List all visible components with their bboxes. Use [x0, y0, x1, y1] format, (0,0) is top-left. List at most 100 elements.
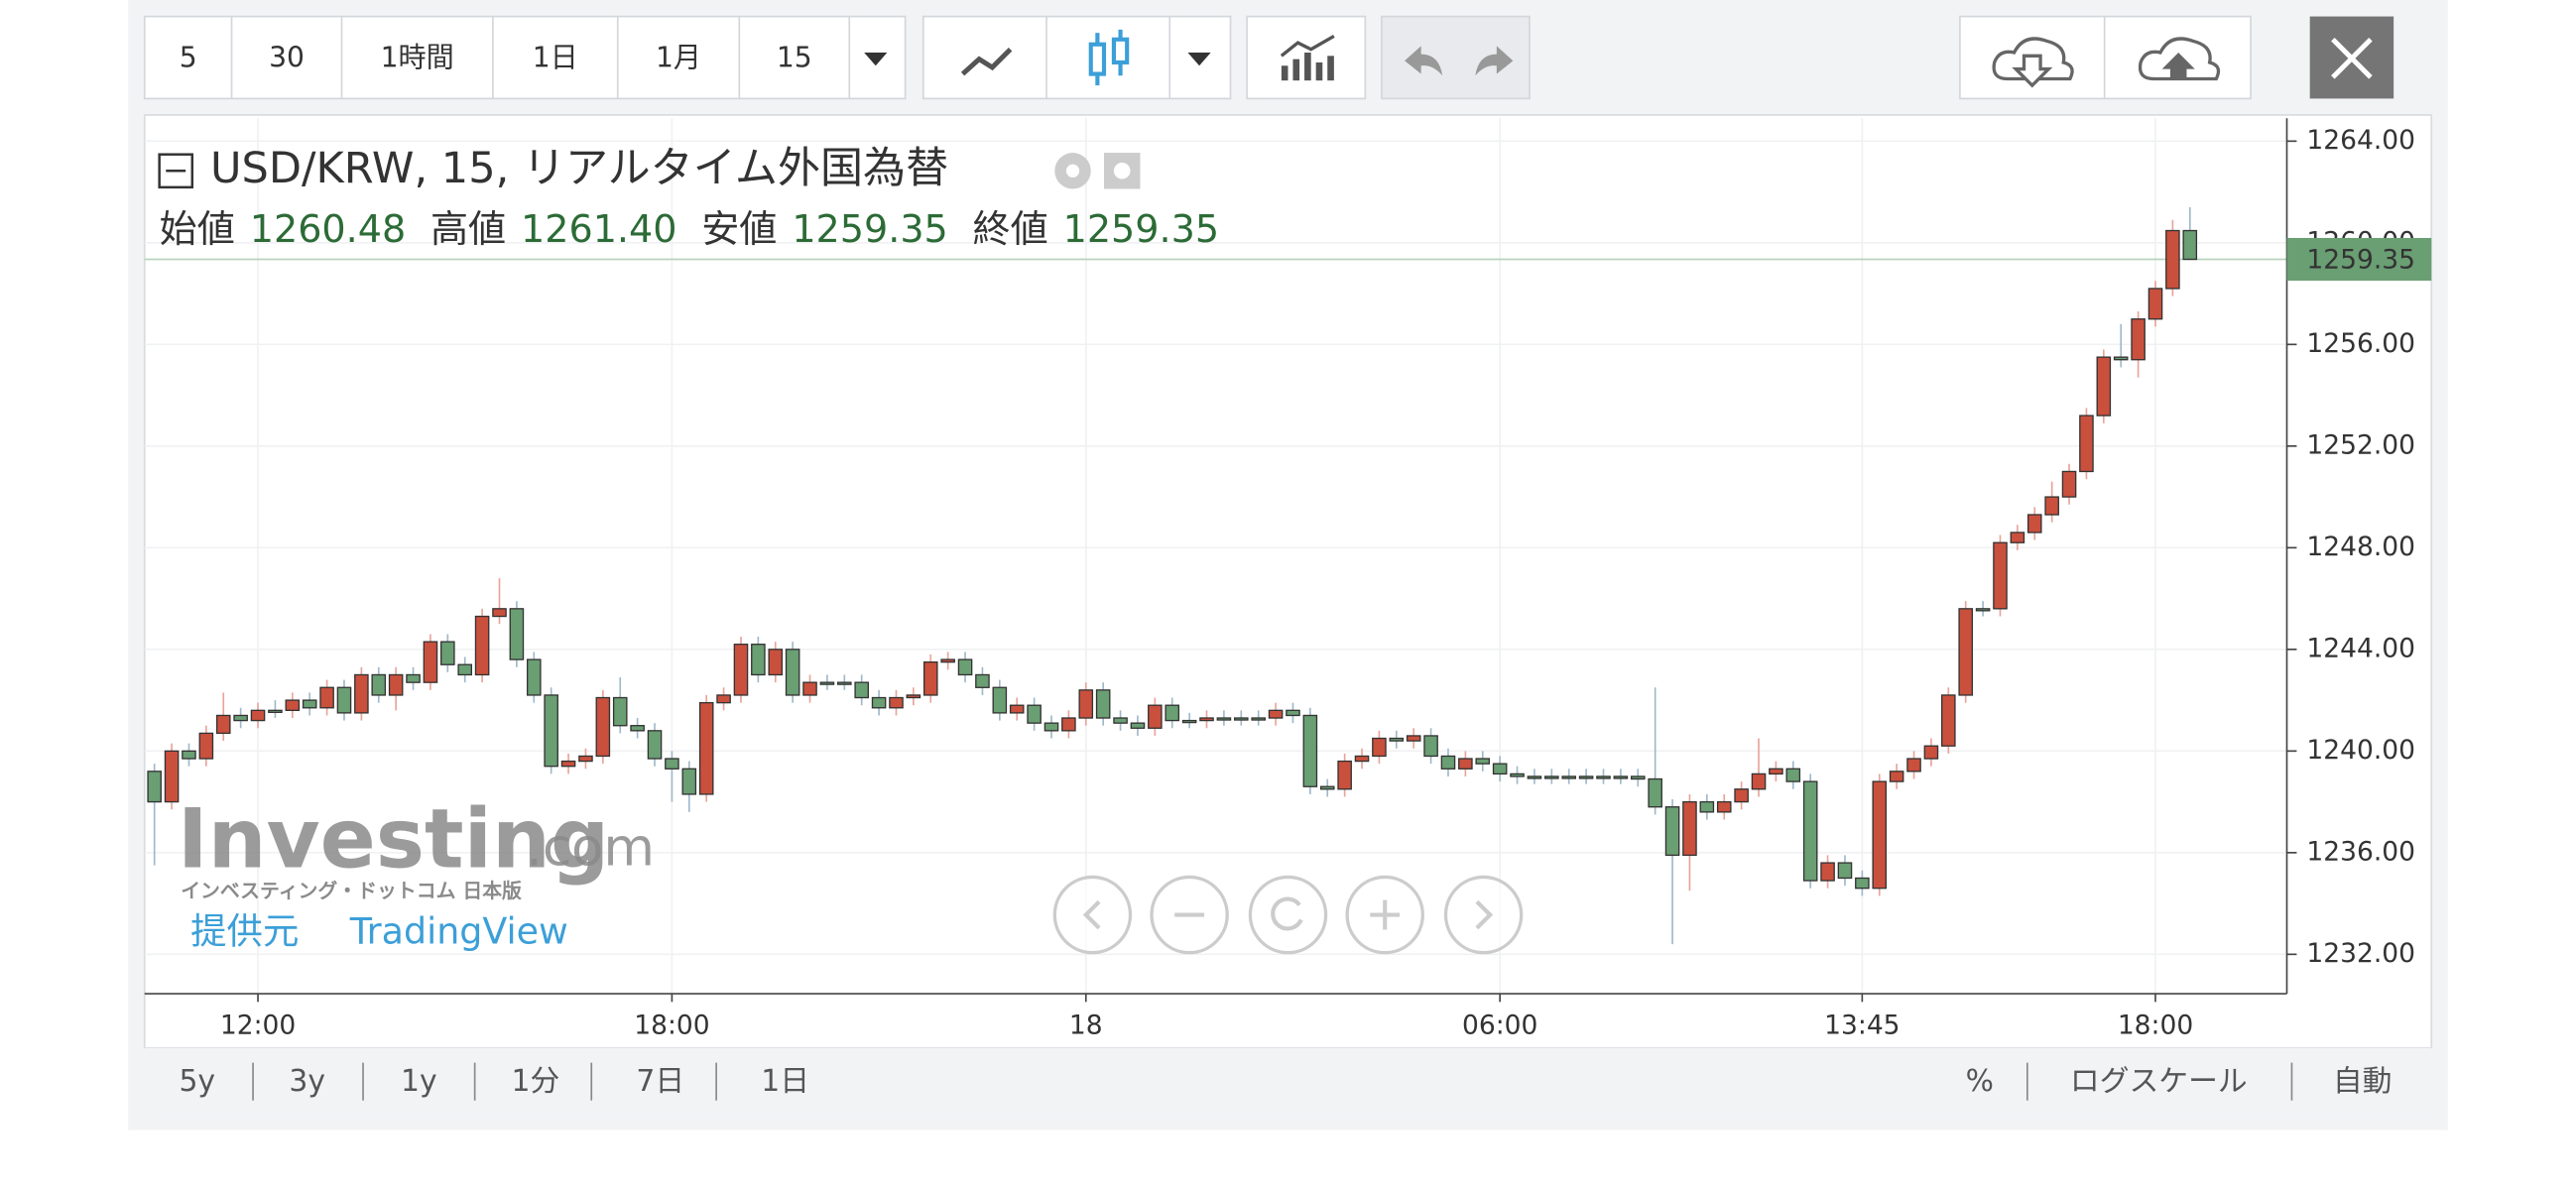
candle-body	[440, 641, 455, 665]
x-tick-label: 13:45	[1824, 1011, 1900, 1041]
candle-body	[492, 608, 507, 618]
scale-option[interactable]: ログスケール	[2070, 1064, 2248, 1099]
interval-button[interactable]: 1時間	[381, 42, 454, 74]
interval-button[interactable]: 1日	[533, 42, 578, 74]
candle-body	[1319, 785, 1335, 790]
x-tick-label: 12:00	[220, 1011, 296, 1041]
cloud-save-button[interactable]	[2138, 37, 2221, 81]
range-button[interactable]: 1y	[401, 1064, 437, 1099]
candle-body	[595, 696, 611, 758]
reset-button[interactable]	[1248, 875, 1328, 955]
watermark-subtitle: インベスティング・ドットコム 日本版	[181, 880, 522, 902]
candle-body	[665, 758, 679, 770]
candle-body	[1544, 775, 1559, 779]
candle-body	[1561, 775, 1577, 779]
candle-body	[2010, 532, 2025, 543]
candle-body	[733, 644, 749, 696]
line-style-icon[interactable]	[960, 47, 1013, 76]
candle-body	[1113, 717, 1128, 724]
provider-link[interactable]: TradingView	[349, 909, 568, 952]
candle-body	[802, 681, 817, 696]
collapse-icon[interactable]	[158, 153, 194, 189]
interval-button[interactable]: 5	[180, 42, 197, 74]
range-button[interactable]: 5y	[179, 1064, 215, 1099]
candle-body	[1958, 608, 1973, 696]
candle-body	[147, 771, 162, 803]
range-button[interactable]: 1日	[761, 1064, 809, 1099]
indicators-icon	[1280, 35, 1335, 81]
candle-body	[785, 649, 800, 696]
redo-button[interactable]	[1475, 46, 1514, 76]
candle-body	[1199, 717, 1214, 722]
provider-label: 提供元	[190, 909, 299, 952]
candle-body	[1389, 737, 1405, 742]
candle-body	[1751, 773, 1767, 790]
candle-body	[319, 686, 334, 709]
candle-body	[2061, 470, 2077, 498]
candle-body	[1268, 709, 1284, 719]
bottom-bar	[144, 1047, 2432, 1114]
candle-body	[922, 660, 938, 696]
candle-body	[1234, 717, 1249, 721]
candle-body	[1596, 775, 1611, 779]
candle-body	[1009, 704, 1025, 714]
interval-button[interactable]: 15	[777, 42, 812, 74]
undo-button[interactable]	[1405, 46, 1443, 76]
chart-title: USD/KRW, 15, リアルタイム外国為替	[210, 144, 948, 193]
candle-body	[1492, 763, 1508, 775]
chart-style-group	[921, 15, 1232, 100]
candle-body	[1664, 806, 1680, 857]
candle-body	[1578, 775, 1594, 779]
ohlc-value: 1261.40	[521, 207, 676, 251]
candle-body	[1440, 755, 1456, 770]
candle-body	[1648, 777, 1662, 808]
scroll-left-button[interactable]	[1052, 875, 1133, 955]
candle-body	[1802, 780, 1818, 882]
candle-style-icon[interactable]	[1088, 29, 1130, 86]
range-button[interactable]: 7日	[636, 1064, 684, 1099]
scale-option[interactable]: 自動	[2333, 1064, 2392, 1099]
grid: 1264.001260.001256.001252.001248.001244.…	[144, 118, 2415, 1041]
candle-body	[2096, 356, 2112, 416]
candle-body	[233, 714, 248, 722]
style-dropdown[interactable]	[1187, 53, 1211, 66]
y-tick-label: 1236.00	[2306, 836, 2415, 867]
candle-body	[2026, 514, 2042, 534]
candle-body	[354, 673, 369, 714]
candle-body	[1855, 877, 1870, 890]
candle-body	[1820, 862, 1835, 882]
candle-body	[336, 686, 352, 714]
interval-dropdown[interactable]	[864, 53, 888, 66]
candle-body	[1423, 735, 1438, 758]
scale-option[interactable]: %	[1966, 1064, 1994, 1099]
y-tick-label: 1264.00	[2306, 125, 2415, 156]
x-tick-label: 18	[1069, 1011, 1103, 1041]
candle-body	[544, 694, 558, 768]
candle-body	[1251, 717, 1266, 721]
cloud-load-button[interactable]	[1992, 37, 2074, 88]
candle-body	[837, 681, 852, 685]
interval-button[interactable]: 30	[269, 42, 305, 74]
candle-body	[560, 760, 576, 768]
candle-body	[2079, 415, 2094, 473]
candle-body	[1302, 714, 1318, 787]
candle-body	[1130, 722, 1146, 729]
candle-body	[423, 641, 438, 683]
ohlc-value: 1259.35	[792, 207, 947, 251]
candle-body	[1027, 704, 1042, 724]
ohlc-legend: 始値 1260.48 高値 1261.40 安値 1259.35 終値 1259.35	[160, 207, 1219, 251]
candle-body	[992, 686, 1008, 714]
interval-button[interactable]: 1月	[656, 42, 701, 74]
candle-body	[957, 658, 973, 676]
range-button[interactable]: 1分	[512, 1064, 560, 1099]
candle-body	[1216, 717, 1232, 721]
candle-body	[526, 658, 542, 696]
candle-body	[406, 673, 421, 683]
candle-body	[1923, 745, 1939, 760]
ohlc-label: 始値	[160, 207, 235, 251]
y-tick-label: 1256.00	[2306, 328, 2415, 359]
watermark-domain: .com	[526, 818, 655, 879]
scroll-right-button[interactable]	[1443, 875, 1524, 955]
range-button[interactable]: 3y	[289, 1064, 325, 1099]
